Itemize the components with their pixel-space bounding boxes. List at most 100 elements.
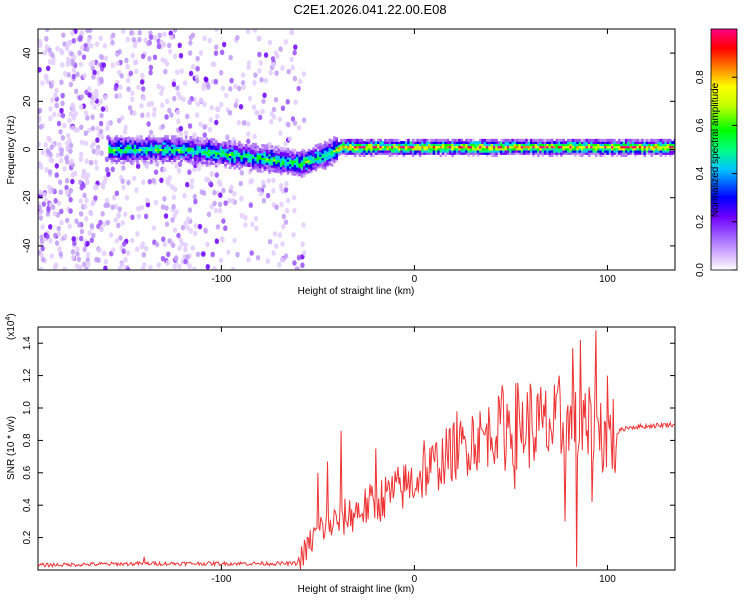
spectrogram-ridge-cell <box>425 147 429 151</box>
spectrogram-noise-cell <box>192 193 198 200</box>
spectrogram-noise-cell <box>156 83 161 90</box>
spectrogram-ridge-cell <box>574 141 577 145</box>
spectrogram-noise-cell <box>40 224 45 230</box>
spectrogram-ridge-cell <box>275 150 278 154</box>
spectrogram-ridge-cell <box>321 161 325 165</box>
spectrogram-ridge-cell <box>261 148 264 152</box>
spectrogram-ridge-cell <box>150 152 153 156</box>
spectrogram-ridge-cell <box>428 149 431 153</box>
spectrogram-ridge-cell <box>481 151 484 155</box>
spectrogram-ridge-cell <box>645 143 649 147</box>
spectrogram-ridge-cell <box>247 161 251 165</box>
spectrogram-ridge-cell <box>458 141 461 145</box>
spectrogram-ridge-cell <box>249 159 253 163</box>
spectrogram-noise-cell <box>124 194 130 201</box>
top-x-tick-label: -100 <box>211 274 231 285</box>
spectrogram-ridge-cell <box>453 141 457 145</box>
spectrogram-ridge-cell <box>284 154 288 158</box>
spectrogram-noise-cell <box>100 134 105 140</box>
spectrogram-ridge-cell <box>214 145 218 149</box>
spectrogram-ridge-cell <box>170 161 174 165</box>
spectrogram-noise-cell <box>56 231 62 237</box>
spectrogram-ridge-cell <box>636 143 640 147</box>
spectrogram-ridge-cell <box>226 152 230 156</box>
spectrogram-ridge-cell <box>293 153 297 157</box>
spectrogram-ridge-cell <box>634 145 637 149</box>
spectrogram-ridge-cell <box>122 148 125 152</box>
spectrogram-ridge-cell <box>458 147 461 151</box>
spectrogram-ridge-cell <box>439 141 443 145</box>
spectrogram-noise-cell <box>205 263 210 270</box>
spectrogram-ridge-cell <box>462 145 466 149</box>
spectrogram-ridge-cell <box>166 135 169 139</box>
spectrogram-ridge-cell <box>360 145 364 149</box>
spectrogram-ridge-cell <box>479 145 482 149</box>
spectrogram-ridge-cell <box>173 135 176 139</box>
spectrogram-noise-cell <box>252 79 257 86</box>
spectrogram-ridge-cell <box>497 141 501 145</box>
spectrogram-noise-cell <box>235 251 240 258</box>
spectrogram-ridge-cell <box>133 152 137 156</box>
spectrogram-ridge-cell <box>228 152 232 156</box>
spectrogram-ridge-cell <box>597 143 600 147</box>
spectrogram-ridge-cell <box>492 151 496 155</box>
spectrogram-noise-cell <box>130 90 135 96</box>
spectrogram-ridge-cell <box>205 141 209 145</box>
spectrogram-ridge-cell <box>113 143 116 147</box>
spectrogram-ridge-cell <box>330 150 334 154</box>
spectrogram-ridge-cell <box>372 149 376 153</box>
spectrogram-heatmap <box>38 29 675 270</box>
spectrogram-ridge-cell <box>520 138 524 142</box>
spectrogram-ridge-cell <box>527 147 531 151</box>
spectrogram-ridge-cell <box>219 145 223 149</box>
spectrogram-ridge-cell <box>217 151 220 155</box>
spectrogram-noise-cell <box>187 207 193 213</box>
spectrogram-ridge-cell <box>638 138 642 142</box>
spectrogram-noise-cell <box>148 129 154 136</box>
spectrogram-ridge-cell <box>309 156 313 160</box>
spectrogram-ridge-cell <box>618 151 621 155</box>
spectrogram-noise-cell <box>284 207 290 214</box>
spectrogram-ridge-cell <box>391 141 394 145</box>
spectrogram-ridge-cell <box>180 143 183 147</box>
spectrogram-noise-cell <box>140 112 145 119</box>
spectrogram-ridge-cell <box>576 145 579 149</box>
spectrogram-ridge-cell <box>344 141 348 145</box>
spectrogram-noise-cell <box>154 241 160 248</box>
spectrogram-ridge-cell <box>194 153 197 157</box>
spectrogram-ridge-cell <box>437 138 440 142</box>
spectrogram-noise-cell <box>235 34 240 41</box>
spectrogram-ridge-cell <box>404 138 408 142</box>
spectrogram-ridge-cell <box>543 149 547 153</box>
spectrogram-noise-cell <box>274 204 279 211</box>
spectrogram-ridge-cell <box>353 151 357 155</box>
spectrogram-ridge-cell <box>136 135 139 139</box>
spectrogram-ridge-cell <box>455 141 459 145</box>
spectrogram-ridge-cell <box>363 149 366 153</box>
spectrogram-noise-cell <box>79 139 85 146</box>
spectrogram-ridge-cell <box>221 158 225 162</box>
spectrogram-ridge-cell <box>231 151 234 155</box>
spectrogram-ridge-cell <box>203 161 206 165</box>
spectrogram-ridge-cell <box>358 141 362 145</box>
spectrogram-ridge-cell <box>208 153 211 157</box>
spectrogram-ridge-cell <box>314 155 318 159</box>
spectrogram-ridge-cell <box>532 141 535 145</box>
spectrogram-ridge-cell <box>212 149 216 153</box>
spectrogram-ridge-cell <box>611 143 614 147</box>
spectrogram-ridge-cell <box>340 143 343 147</box>
spectrogram-ridge-cell <box>592 151 596 155</box>
spectrogram-ridge-cell <box>115 139 118 143</box>
spectrogram-ridge-cell <box>282 147 285 151</box>
spectrogram-noise-cell <box>106 171 111 178</box>
spectrogram-ridge-cell <box>548 154 552 158</box>
spectrogram-ridge-cell <box>293 172 297 176</box>
spectrogram-ridge-cell <box>126 146 130 150</box>
spectrogram-ridge-cell <box>587 154 591 158</box>
spectrogram-ridge-cell <box>347 147 350 151</box>
spectrogram-noise-cell <box>181 96 186 103</box>
spectrogram-ridge-cell <box>286 156 290 160</box>
spectrogram-ridge-cell <box>138 139 142 143</box>
spectrogram-ridge-cell <box>131 154 135 158</box>
spectrogram-ridge-cell <box>168 141 172 145</box>
